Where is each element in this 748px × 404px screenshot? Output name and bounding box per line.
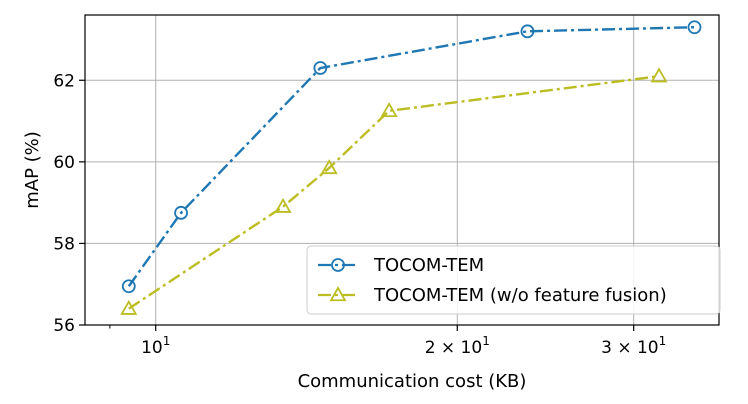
data-point	[650, 67, 668, 83]
legend-entry-1: TOCOM-TEM	[318, 255, 484, 276]
plot-frame	[84, 14, 720, 326]
legend: TOCOM-TEM TOCOM-TEM (w/o feature fusion)	[306, 245, 721, 315]
x-tick-label: 2 × 101	[425, 334, 490, 358]
legend-label-1: TOCOM-TEM	[373, 255, 484, 276]
x-axis-label: Communication cost (KB)	[298, 371, 527, 392]
x-tick-label: 101	[141, 334, 170, 358]
data-point	[687, 20, 702, 35]
legend-label-2: TOCOM-TEM (w/o feature fusion)	[373, 285, 667, 306]
y-tick-label: 60	[53, 153, 75, 173]
series-line	[128, 74, 660, 310]
legend-marker-1	[331, 258, 345, 272]
y-ticks: 56 58 60 62	[53, 71, 85, 336]
data-point	[121, 279, 136, 294]
data-point	[520, 24, 535, 39]
legend-marker-shape	[331, 258, 345, 272]
legend-entry-2: TOCOM-TEM (w/o feature fusion)	[318, 285, 667, 306]
data-point	[174, 205, 188, 220]
data-point	[120, 299, 138, 315]
x-ticks: 101 2 × 101 3 × 101	[109, 325, 666, 358]
legend-marker-shape	[329, 286, 347, 302]
series-line	[127, 26, 695, 287]
x-tick-label: 3 × 101	[601, 334, 666, 358]
data-point	[320, 159, 338, 175]
legend-box	[306, 245, 721, 315]
data-point	[313, 61, 328, 75]
series-2	[120, 67, 668, 315]
y-axis-label: mAP (%)	[22, 131, 43, 209]
legend-marker-2	[329, 286, 347, 302]
data-point	[274, 197, 292, 213]
y-tick-label: 58	[53, 234, 75, 254]
series-layer	[120, 20, 702, 315]
data-point	[380, 102, 398, 118]
y-tick-label: 62	[53, 71, 75, 91]
y-tick-label: 56	[53, 316, 75, 336]
series-1	[121, 20, 702, 294]
